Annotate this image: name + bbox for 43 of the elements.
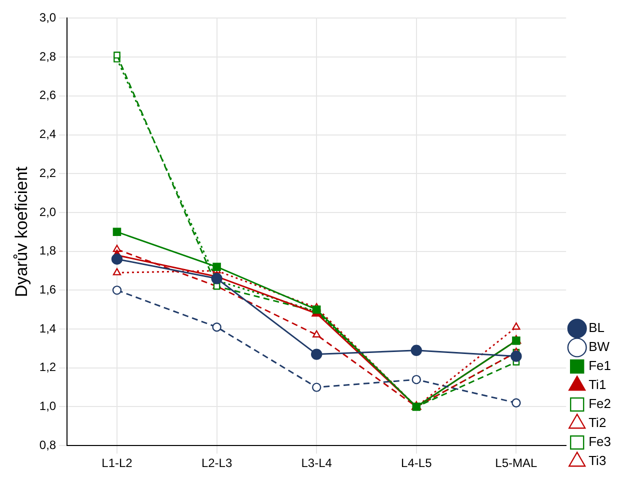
point — [114, 52, 120, 59]
legend-label: BL — [588, 320, 605, 336]
point — [310, 348, 322, 360]
y-tick-label: 3,0 — [39, 10, 56, 25]
legend-label: Fe1 — [588, 358, 612, 374]
y-tick-label: 0,8 — [39, 438, 56, 452]
legend-label: Ti2 — [588, 415, 606, 430]
point — [510, 350, 522, 362]
y-tick-label: 1,2 — [39, 360, 56, 374]
x-tick-label: L4-L5 — [401, 456, 432, 470]
y-tick-label: 1,8 — [39, 244, 56, 258]
point — [212, 262, 221, 272]
x-tick-label: L5-MAL — [495, 456, 538, 470]
point — [112, 228, 122, 236]
point — [312, 330, 321, 338]
legend-label: BW — [588, 339, 610, 354]
x-tick-label: L2-L3 — [201, 456, 232, 470]
y-axis-title: Dyarův koeficient — [12, 166, 31, 298]
point — [112, 268, 122, 276]
y-tick-label: 1,0 — [39, 399, 56, 414]
y-tick-label: 2,8 — [39, 49, 56, 64]
legend-label: Fe3 — [588, 434, 612, 450]
legend-label: Fe2 — [588, 396, 612, 412]
legend-label: Ti3 — [588, 453, 606, 468]
y-tick-label: 1,4 — [39, 321, 56, 336]
point — [112, 286, 122, 295]
point — [312, 382, 322, 392]
y-tick-label: 2,0 — [39, 204, 56, 219]
x-tick-label: L1-L2 — [102, 456, 133, 470]
point — [111, 254, 123, 265]
point — [212, 322, 222, 332]
y-tick-label: 1,6 — [39, 282, 56, 296]
point — [312, 305, 321, 314]
x-tick-label: L3-L4 — [301, 456, 332, 470]
y-tick-label: 2,6 — [39, 88, 56, 102]
point — [512, 398, 521, 408]
point — [410, 344, 422, 356]
point — [412, 374, 421, 384]
point — [211, 272, 222, 284]
y-tick-label: 2,2 — [39, 166, 56, 180]
legend-label: Ti1 — [588, 377, 606, 392]
y-tick-label: 2,4 — [39, 127, 56, 142]
point — [512, 322, 520, 330]
